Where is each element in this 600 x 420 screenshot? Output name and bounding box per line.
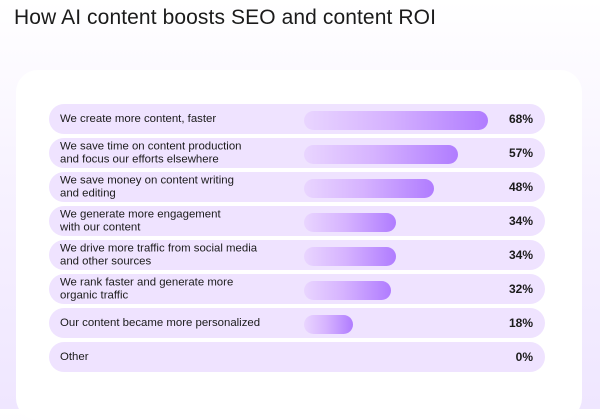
- bar-row: We save time on content production and fo…: [49, 138, 545, 168]
- bar: [304, 247, 396, 266]
- category-label: Our content became more personalized: [60, 316, 261, 329]
- bar-row: We rank faster and generate more organic …: [49, 274, 545, 304]
- value-label: 32%: [508, 282, 533, 296]
- category-label: We rank faster and generate more organic …: [60, 276, 234, 302]
- bar-row: We generate more engagement with our cont…: [49, 206, 545, 236]
- bar-track: [304, 315, 498, 334]
- value-label: 57%: [508, 146, 533, 160]
- bar-track: [304, 247, 498, 266]
- value-label: 0%: [515, 350, 533, 364]
- value-label: 34%: [508, 248, 533, 262]
- bar: [304, 145, 458, 164]
- bar-track: [304, 111, 498, 130]
- category-label: We drive more traffic from social media a…: [60, 242, 258, 268]
- category-label: We save time on content production and fo…: [60, 140, 242, 166]
- bar-row: We create more content, faster 68%: [49, 104, 545, 134]
- bar: [304, 213, 396, 232]
- bar-row: We drive more traffic from social media a…: [49, 240, 545, 270]
- value-label: 34%: [508, 214, 533, 228]
- bar-row: Other 0%: [49, 342, 545, 372]
- bar: [304, 111, 488, 130]
- bar-track: [304, 281, 498, 300]
- bar: [304, 281, 391, 300]
- bar-track: [304, 349, 498, 368]
- category-label: Other: [60, 350, 89, 363]
- category-label: We generate more engagement with our cont…: [60, 208, 221, 234]
- bar-row: Our content became more personalized 18%: [49, 308, 545, 338]
- bar-track: [304, 179, 498, 198]
- bar-track: [304, 213, 498, 232]
- bar: [304, 315, 353, 334]
- bar: [304, 179, 434, 198]
- page-title: How AI content boosts SEO and content RO…: [14, 6, 436, 29]
- value-label: 68%: [508, 112, 533, 126]
- value-label: 48%: [508, 180, 533, 194]
- bar-row: We save money on content writing and edit…: [49, 172, 545, 202]
- value-label: 18%: [508, 316, 533, 330]
- category-label: We create more content, faster: [60, 112, 217, 125]
- category-label: We save money on content writing and edit…: [60, 174, 234, 200]
- bar-track: [304, 145, 498, 164]
